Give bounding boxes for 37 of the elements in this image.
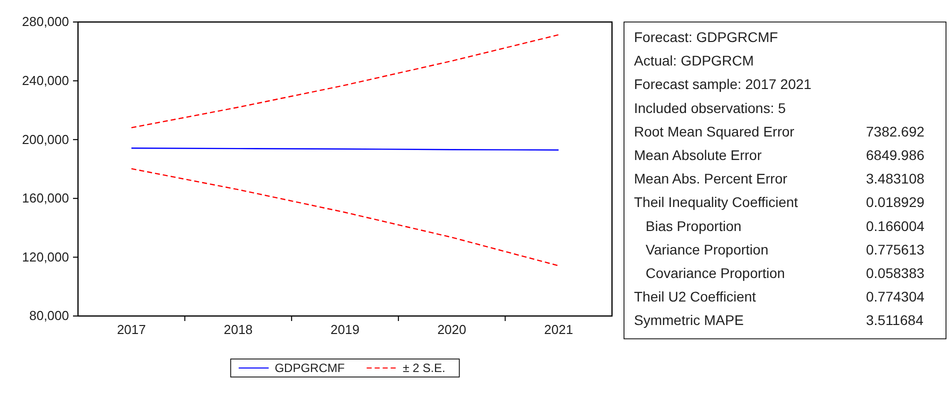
text: Actual: GDPGRCM bbox=[634, 52, 754, 69]
text: Symmetric MAPE bbox=[634, 312, 744, 328]
text: 3.511684 bbox=[866, 312, 924, 328]
x-tick-label: 2017 bbox=[116, 322, 146, 337]
x-tick-label: 2020 bbox=[437, 322, 466, 337]
text: Included observations: 5 bbox=[634, 100, 786, 116]
text: Root Mean Squared Error bbox=[634, 123, 795, 140]
text: Forecast: GDPGRCMF bbox=[634, 29, 778, 45]
text: Mean Abs. Percent Error bbox=[634, 170, 788, 187]
x-tick-label: 2021 bbox=[544, 322, 574, 337]
legend-label: GDPGRCMF bbox=[274, 361, 345, 375]
text: Covariance Proportion bbox=[634, 265, 785, 281]
text: Theil U2 Coefficient bbox=[634, 288, 756, 305]
y-tick-label: 160,000 bbox=[22, 190, 69, 206]
x-tick-label: 2018 bbox=[224, 322, 253, 337]
text: 7382.692 bbox=[866, 123, 925, 140]
y-tick-label: 240,000 bbox=[22, 72, 69, 88]
text: 3.483108 bbox=[866, 170, 925, 187]
y-tick-label: 200,000 bbox=[22, 132, 69, 147]
text: 6849.986 bbox=[866, 147, 925, 163]
line-series bbox=[130, 34, 560, 128]
text: Theil Inequality Coefficient bbox=[634, 194, 798, 210]
text: 0.775613 bbox=[866, 241, 925, 258]
text: Mean Absolute Error bbox=[634, 147, 762, 163]
text: Variance Proportion bbox=[634, 241, 768, 258]
y-tick-label: 120,000 bbox=[22, 249, 69, 264]
y-tick-label: 80,000 bbox=[29, 308, 69, 324]
legend-label: ± 2 S.E. bbox=[402, 361, 446, 375]
text: 0.774304 bbox=[866, 288, 925, 305]
text: Bias Proportion bbox=[634, 218, 742, 234]
line-series bbox=[130, 168, 560, 266]
text: Forecast sample: 2017 2021 bbox=[634, 76, 812, 92]
text: 0.166004 bbox=[866, 218, 925, 234]
x-tick-label: 2019 bbox=[330, 322, 360, 337]
text: 0.058383 bbox=[866, 265, 925, 281]
text: 0.018929 bbox=[866, 194, 925, 210]
y-tick-label: 280,000 bbox=[22, 14, 69, 30]
